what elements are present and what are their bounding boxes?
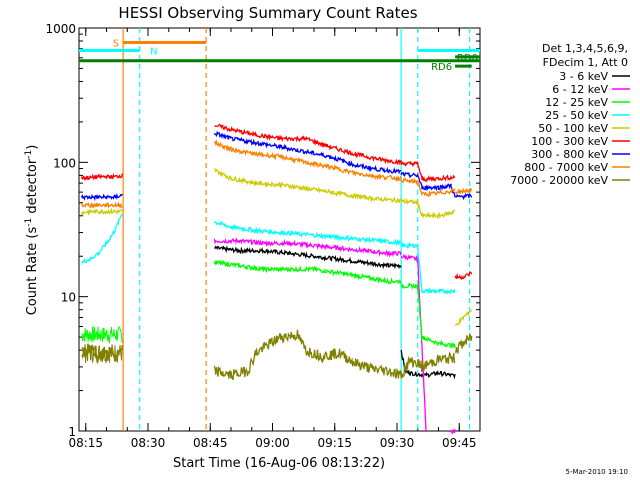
series-line xyxy=(213,139,402,183)
legend-item-label: 12 - 25 keV xyxy=(545,96,608,109)
series-line xyxy=(214,168,402,204)
series-line xyxy=(454,187,473,195)
series-line xyxy=(80,172,123,181)
x-tick-label: 08:15 xyxy=(68,436,103,450)
series-line xyxy=(81,213,123,264)
series-line xyxy=(400,281,456,349)
legend-item-label: 300 - 800 keV xyxy=(531,148,608,161)
x-axis-label: Start Time (16-Aug-06 08:13:22) xyxy=(173,456,385,471)
plot-frame xyxy=(78,27,481,432)
y-tick-label: 10 xyxy=(61,291,76,305)
series-line xyxy=(454,271,473,281)
series-line xyxy=(400,253,427,433)
y-label-main: Count Rate (s xyxy=(25,227,40,316)
y-tick-label: 1 xyxy=(68,425,76,439)
series-line xyxy=(213,329,402,381)
legend: Det 1,3,4,5,6,9, FDecim 1, Att 0 3 - 6 k… xyxy=(510,42,630,187)
legend-item-label: 3 - 6 keV xyxy=(559,70,608,83)
series-line xyxy=(400,351,456,379)
flag-label: N xyxy=(150,46,157,57)
series-line xyxy=(213,259,402,285)
band-noise xyxy=(81,325,123,344)
x-tick-label: 08:45 xyxy=(193,436,228,450)
legend-item-label: 800 - 7000 keV xyxy=(524,161,608,174)
y-axis-label: Count Rate (s-1 detector-1) xyxy=(24,145,40,316)
y-tick-label: 100 xyxy=(53,156,76,170)
legend-item-label: 25 - 50 keV xyxy=(545,109,608,122)
y-axis-ticks: 1 10 100 1000 xyxy=(45,22,480,439)
series-line xyxy=(400,349,456,380)
x-tick-label: 09:00 xyxy=(255,436,290,450)
series-line xyxy=(213,245,402,270)
x-tick-label: 08:30 xyxy=(131,436,166,450)
series-group xyxy=(80,123,473,435)
x-tick-label: 09:30 xyxy=(380,436,415,450)
series-line xyxy=(454,193,473,201)
series-line xyxy=(80,207,123,216)
legend-header-1: Det 1,3,4,5,6,9, xyxy=(542,42,628,55)
legend-item-label: 6 - 12 keV xyxy=(552,83,608,96)
flag-markers: S N RD0 RD6 xyxy=(79,28,480,431)
footer-date: 5-Mar-2010 19:10 xyxy=(566,468,628,476)
x-axis-ticks: 08:15 08:30 08:45 09:00 09:15 09:30 09:45 xyxy=(68,28,481,450)
chart-title: HESSI Observing Summary Count Rates xyxy=(118,4,417,22)
series-line xyxy=(455,309,473,326)
series-line xyxy=(213,221,402,247)
series-line xyxy=(400,177,456,197)
series-line xyxy=(400,171,456,198)
series-line xyxy=(81,201,123,210)
series-line xyxy=(213,237,402,258)
y-label-sup1: -1 xyxy=(24,218,34,227)
legend-header-2: FDecim 1, Att 0 xyxy=(543,56,628,69)
series-line xyxy=(454,332,473,355)
series-line xyxy=(80,192,123,202)
y-label-end: ) xyxy=(25,145,40,150)
flag-label: S xyxy=(113,38,119,49)
y-label-mid: detector xyxy=(25,158,40,218)
legend-item-label: 100 - 300 keV xyxy=(531,135,608,148)
series-line xyxy=(400,160,456,183)
legend-item-label: 50 - 100 keV xyxy=(538,122,608,135)
series-line xyxy=(400,241,456,295)
flag-label: RD6 xyxy=(431,62,452,73)
x-tick-label: 09:15 xyxy=(317,436,352,450)
y-tick-label: 1000 xyxy=(45,22,76,36)
series-line xyxy=(213,130,402,175)
series-line xyxy=(214,123,402,166)
flag-label: RD0 xyxy=(457,53,478,64)
series-line xyxy=(81,344,123,362)
x-tick-label: 09:45 xyxy=(442,436,477,450)
legend-item-label: 7000 - 20000 keV xyxy=(510,174,608,187)
series-line xyxy=(450,428,456,435)
y-label-sup2: -1 xyxy=(24,150,34,159)
series-line xyxy=(400,197,456,220)
